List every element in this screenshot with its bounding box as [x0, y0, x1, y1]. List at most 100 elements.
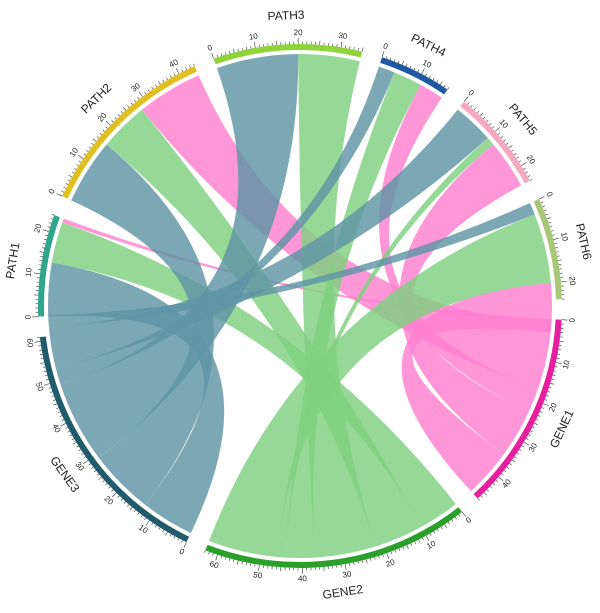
tick-mark — [554, 243, 556, 244]
tick-mark — [233, 49, 234, 53]
tick-mark — [58, 412, 60, 413]
sector-label-path4: PATH4 — [409, 31, 449, 60]
tick-mark — [447, 87, 448, 89]
tick-mark — [437, 529, 438, 531]
tick-label: 10 — [425, 539, 438, 551]
tick-label: 0 — [467, 88, 477, 98]
tick-mark — [74, 168, 76, 169]
tick-mark — [538, 415, 540, 416]
tick-mark — [515, 456, 517, 457]
tick-mark — [399, 549, 400, 551]
tick-mark — [480, 113, 483, 116]
tick-mark — [551, 231, 553, 232]
tick-mark — [354, 562, 355, 564]
sector-label-gene2: GENE2 — [322, 582, 365, 602]
tick-mark — [345, 564, 346, 570]
tick-mark — [366, 559, 367, 563]
tick-mark — [544, 210, 546, 211]
tick-mark — [62, 420, 64, 421]
tick-mark — [99, 477, 102, 480]
tick-mark — [433, 78, 434, 80]
tick-mark — [52, 214, 54, 215]
tick-mark — [526, 438, 528, 439]
tick-mark — [212, 53, 214, 59]
tick-mark — [66, 183, 68, 184]
tick-mark — [430, 534, 431, 536]
tick-mark — [221, 556, 222, 558]
tick-label: 10 — [497, 117, 510, 130]
tick-mark — [93, 139, 96, 142]
tick-mark — [34, 341, 40, 342]
tick-label: 30 — [338, 31, 349, 41]
tick-mark — [190, 66, 191, 68]
tick-mark — [498, 133, 500, 135]
tick-mark — [118, 114, 120, 116]
tick-mark — [407, 545, 409, 549]
tick-label: 10 — [24, 267, 34, 277]
tick-mark — [495, 127, 499, 131]
tick-mark — [553, 375, 555, 376]
tick-label: 60 — [209, 559, 221, 571]
tick-mark — [34, 273, 40, 274]
tick-mark — [204, 550, 205, 552]
tick-label: 50 — [34, 381, 45, 393]
tick-mark — [509, 146, 512, 148]
tick-mark — [548, 391, 550, 392]
tick-mark — [501, 136, 503, 138]
tick-mark — [509, 463, 511, 465]
sector-label-path1: PATH1 — [3, 241, 23, 280]
tick-mark — [124, 502, 126, 504]
tick-label: 30 — [73, 460, 86, 473]
tick-mark — [474, 108, 476, 110]
tick-mark — [127, 504, 129, 506]
tick-mark — [178, 538, 179, 540]
tick-label: 0 — [47, 187, 57, 195]
tick-mark — [213, 553, 214, 555]
tick-mark — [452, 520, 453, 522]
tick-mark — [419, 540, 420, 542]
tick-mark — [507, 467, 509, 469]
tick-label: 20 — [103, 494, 116, 507]
tick-mark — [127, 106, 129, 108]
tick-label: 0 — [382, 41, 390, 51]
tick-mark — [138, 97, 140, 99]
tick-mark — [358, 562, 359, 564]
tick-mark — [170, 76, 171, 78]
tick-mark — [217, 55, 218, 57]
tick-mark — [375, 557, 376, 559]
tick-mark — [78, 155, 83, 158]
tick-mark — [56, 408, 58, 409]
tick-mark — [561, 281, 567, 282]
tick-mark — [145, 92, 146, 94]
tick-mark — [406, 64, 407, 66]
tick-mark — [221, 54, 222, 56]
tick-mark — [398, 61, 399, 63]
tick-mark — [362, 48, 363, 52]
ribbons-layer — [48, 54, 552, 558]
tick-mark — [556, 252, 558, 253]
tick-mark — [53, 400, 55, 401]
tick-mark — [134, 100, 136, 102]
tick-mark — [229, 558, 230, 560]
tick-mark — [46, 379, 48, 380]
tick-mark — [70, 435, 72, 436]
tick-label: 40 — [500, 477, 513, 490]
tick-mark — [42, 248, 44, 249]
tick-mark — [182, 540, 183, 542]
tick-mark — [84, 457, 86, 458]
tick-mark — [422, 538, 423, 540]
tick-label: 20 — [294, 28, 304, 37]
tick-mark — [448, 522, 449, 524]
tick-mark — [484, 493, 487, 496]
tick-label: 10 — [561, 359, 572, 370]
tick-mark — [68, 180, 70, 181]
tick-label: 40 — [298, 574, 308, 583]
tick-mark — [76, 446, 78, 447]
tick-mark — [170, 534, 171, 536]
tick-mark — [66, 427, 68, 428]
tick-label: 0 — [568, 317, 577, 322]
tick-mark — [501, 474, 503, 476]
tick-label: 0 — [206, 43, 214, 53]
tick-mark — [242, 48, 243, 50]
